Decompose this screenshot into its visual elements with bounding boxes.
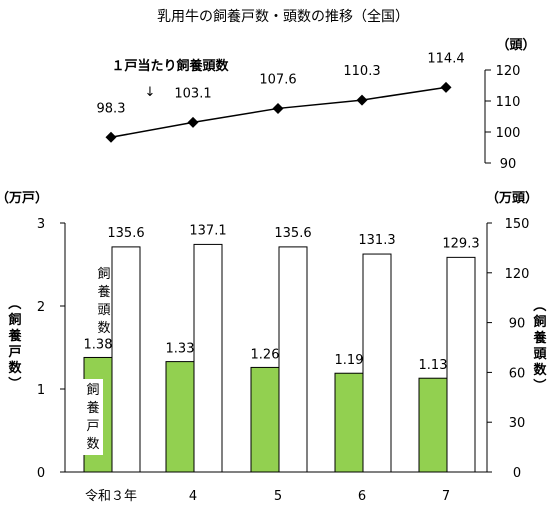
arrow-icon: ↓ <box>145 85 156 100</box>
heads-bar <box>446 256 476 473</box>
right-axis-title-char: ） <box>531 378 547 391</box>
right-axis-tick-label: 60 <box>509 366 526 381</box>
right-axis-title-char: 数 <box>533 362 547 378</box>
heads-inbar-label-char: 養 <box>97 284 110 300</box>
x-axis-category-label: 5 <box>274 489 282 504</box>
heads-bar-label: 135.6 <box>107 226 144 241</box>
heads-bar-label: 135.6 <box>274 226 311 241</box>
line-series: 98.3 103.1 107.6 110.3 114.4 <box>97 51 465 143</box>
heads-bar-label: 129.3 <box>442 236 479 251</box>
left-axis-tick-label: 0 <box>37 466 45 481</box>
right-axis-tick-label: 120 <box>505 267 530 282</box>
right-axis-title-char: （ <box>531 298 547 311</box>
households-inbar-label-char-bg <box>83 379 103 455</box>
households-bar <box>418 377 448 473</box>
right-axis-unit: （万頭） <box>486 190 538 206</box>
heads-bar <box>111 246 141 473</box>
line-point-label: 103.1 <box>174 86 211 101</box>
line-point-marker <box>187 116 199 128</box>
line-point-label: 114.4 <box>427 51 464 66</box>
line-point-marker <box>440 81 452 93</box>
households-bar <box>250 366 280 473</box>
heads-bar <box>362 253 392 473</box>
right-axis-tick-label: 150 <box>505 217 530 232</box>
x-axis-category-label: 7 <box>442 489 450 504</box>
right-axis-tick-label: 90 <box>509 317 526 332</box>
line-point-label: 107.6 <box>259 72 296 87</box>
line-point-marker <box>105 131 117 143</box>
right-axis-title-char: 養 <box>532 330 546 346</box>
households-inbar-label-char: 養 <box>86 400 99 416</box>
right-axis-title-char: 頭 <box>533 347 547 362</box>
line-chart-tick-label: 110 <box>496 95 521 110</box>
households-inbar-label-char: 数 <box>86 437 99 452</box>
households-inbar-label-char: 飼 <box>86 383 99 398</box>
households-bar-label: 1.13 <box>419 358 448 373</box>
households-bar-label: 1.33 <box>166 342 195 357</box>
right-axis-title-char: 飼 <box>532 314 546 330</box>
right-axis-tick-label: 30 <box>509 416 526 431</box>
line-chart-tick-label: 100 <box>496 126 521 141</box>
line-point-marker <box>272 102 284 114</box>
households-bar-label: 1.26 <box>251 347 280 362</box>
left-axis-title-char: 数 <box>8 360 22 376</box>
bar-series: 135.6 1.38 137.1 1.33 135.6 1.26 131.3 1.19 129.… <box>83 223 480 473</box>
chart-title: 乳用牛の飼養戸数・頭数の推移（全国） <box>157 8 409 25</box>
heads-inbar-label-char: 数 <box>97 321 110 336</box>
line-series-label: １戸当たり飼養頭数 <box>111 58 229 74</box>
households-bar <box>334 372 364 473</box>
right-axis-tick-label: 0 <box>513 466 521 481</box>
households-bar-label: 1.38 <box>84 337 113 352</box>
left-axis-title-char: ） <box>6 376 22 389</box>
heads-inbar-label-char: 飼 <box>97 267 110 282</box>
line-chart-unit: （頭） <box>496 37 535 53</box>
line-point-label: 110.3 <box>343 64 380 79</box>
left-axis-tick-label: 2 <box>37 300 45 315</box>
households-bar-label: 1.19 <box>335 353 364 368</box>
left-axis-title-char: 戸 <box>8 345 21 360</box>
heads-bar <box>193 243 223 473</box>
heads-bar-label: 137.1 <box>189 223 226 238</box>
heads-inbar-label-char: 頭 <box>97 303 110 318</box>
left-axis-title-char: （ <box>6 296 22 309</box>
left-axis-tick-label: 3 <box>37 217 45 232</box>
x-axis-category-label: 4 <box>189 489 197 504</box>
households-bar <box>165 361 195 473</box>
left-axis-tick-label: 1 <box>37 383 45 398</box>
line-point-label: 98.3 <box>97 101 126 116</box>
heads-bar <box>278 246 308 473</box>
left-axis-title: （ 飼養戸数） <box>6 296 22 389</box>
left-axis-title-char: 養 <box>7 328 21 344</box>
left-axis-unit: （万戸） <box>0 190 48 206</box>
x-axis-category-label: 令和３年 <box>85 489 137 504</box>
right-axis-title: （ 飼養頭数） <box>531 298 547 391</box>
left-axis-title-char: 飼 <box>7 312 21 328</box>
households-inbar-label-char: 戸 <box>86 419 99 434</box>
line-chart-axis: 90 100 110 120 <box>484 64 521 172</box>
line-chart-tick-label: 90 <box>500 157 517 172</box>
x-axis-category-label: 6 <box>358 489 366 504</box>
line-chart-tick-label: 120 <box>496 64 521 79</box>
heads-bar-label: 131.3 <box>358 233 395 248</box>
line-point-marker <box>356 94 368 106</box>
